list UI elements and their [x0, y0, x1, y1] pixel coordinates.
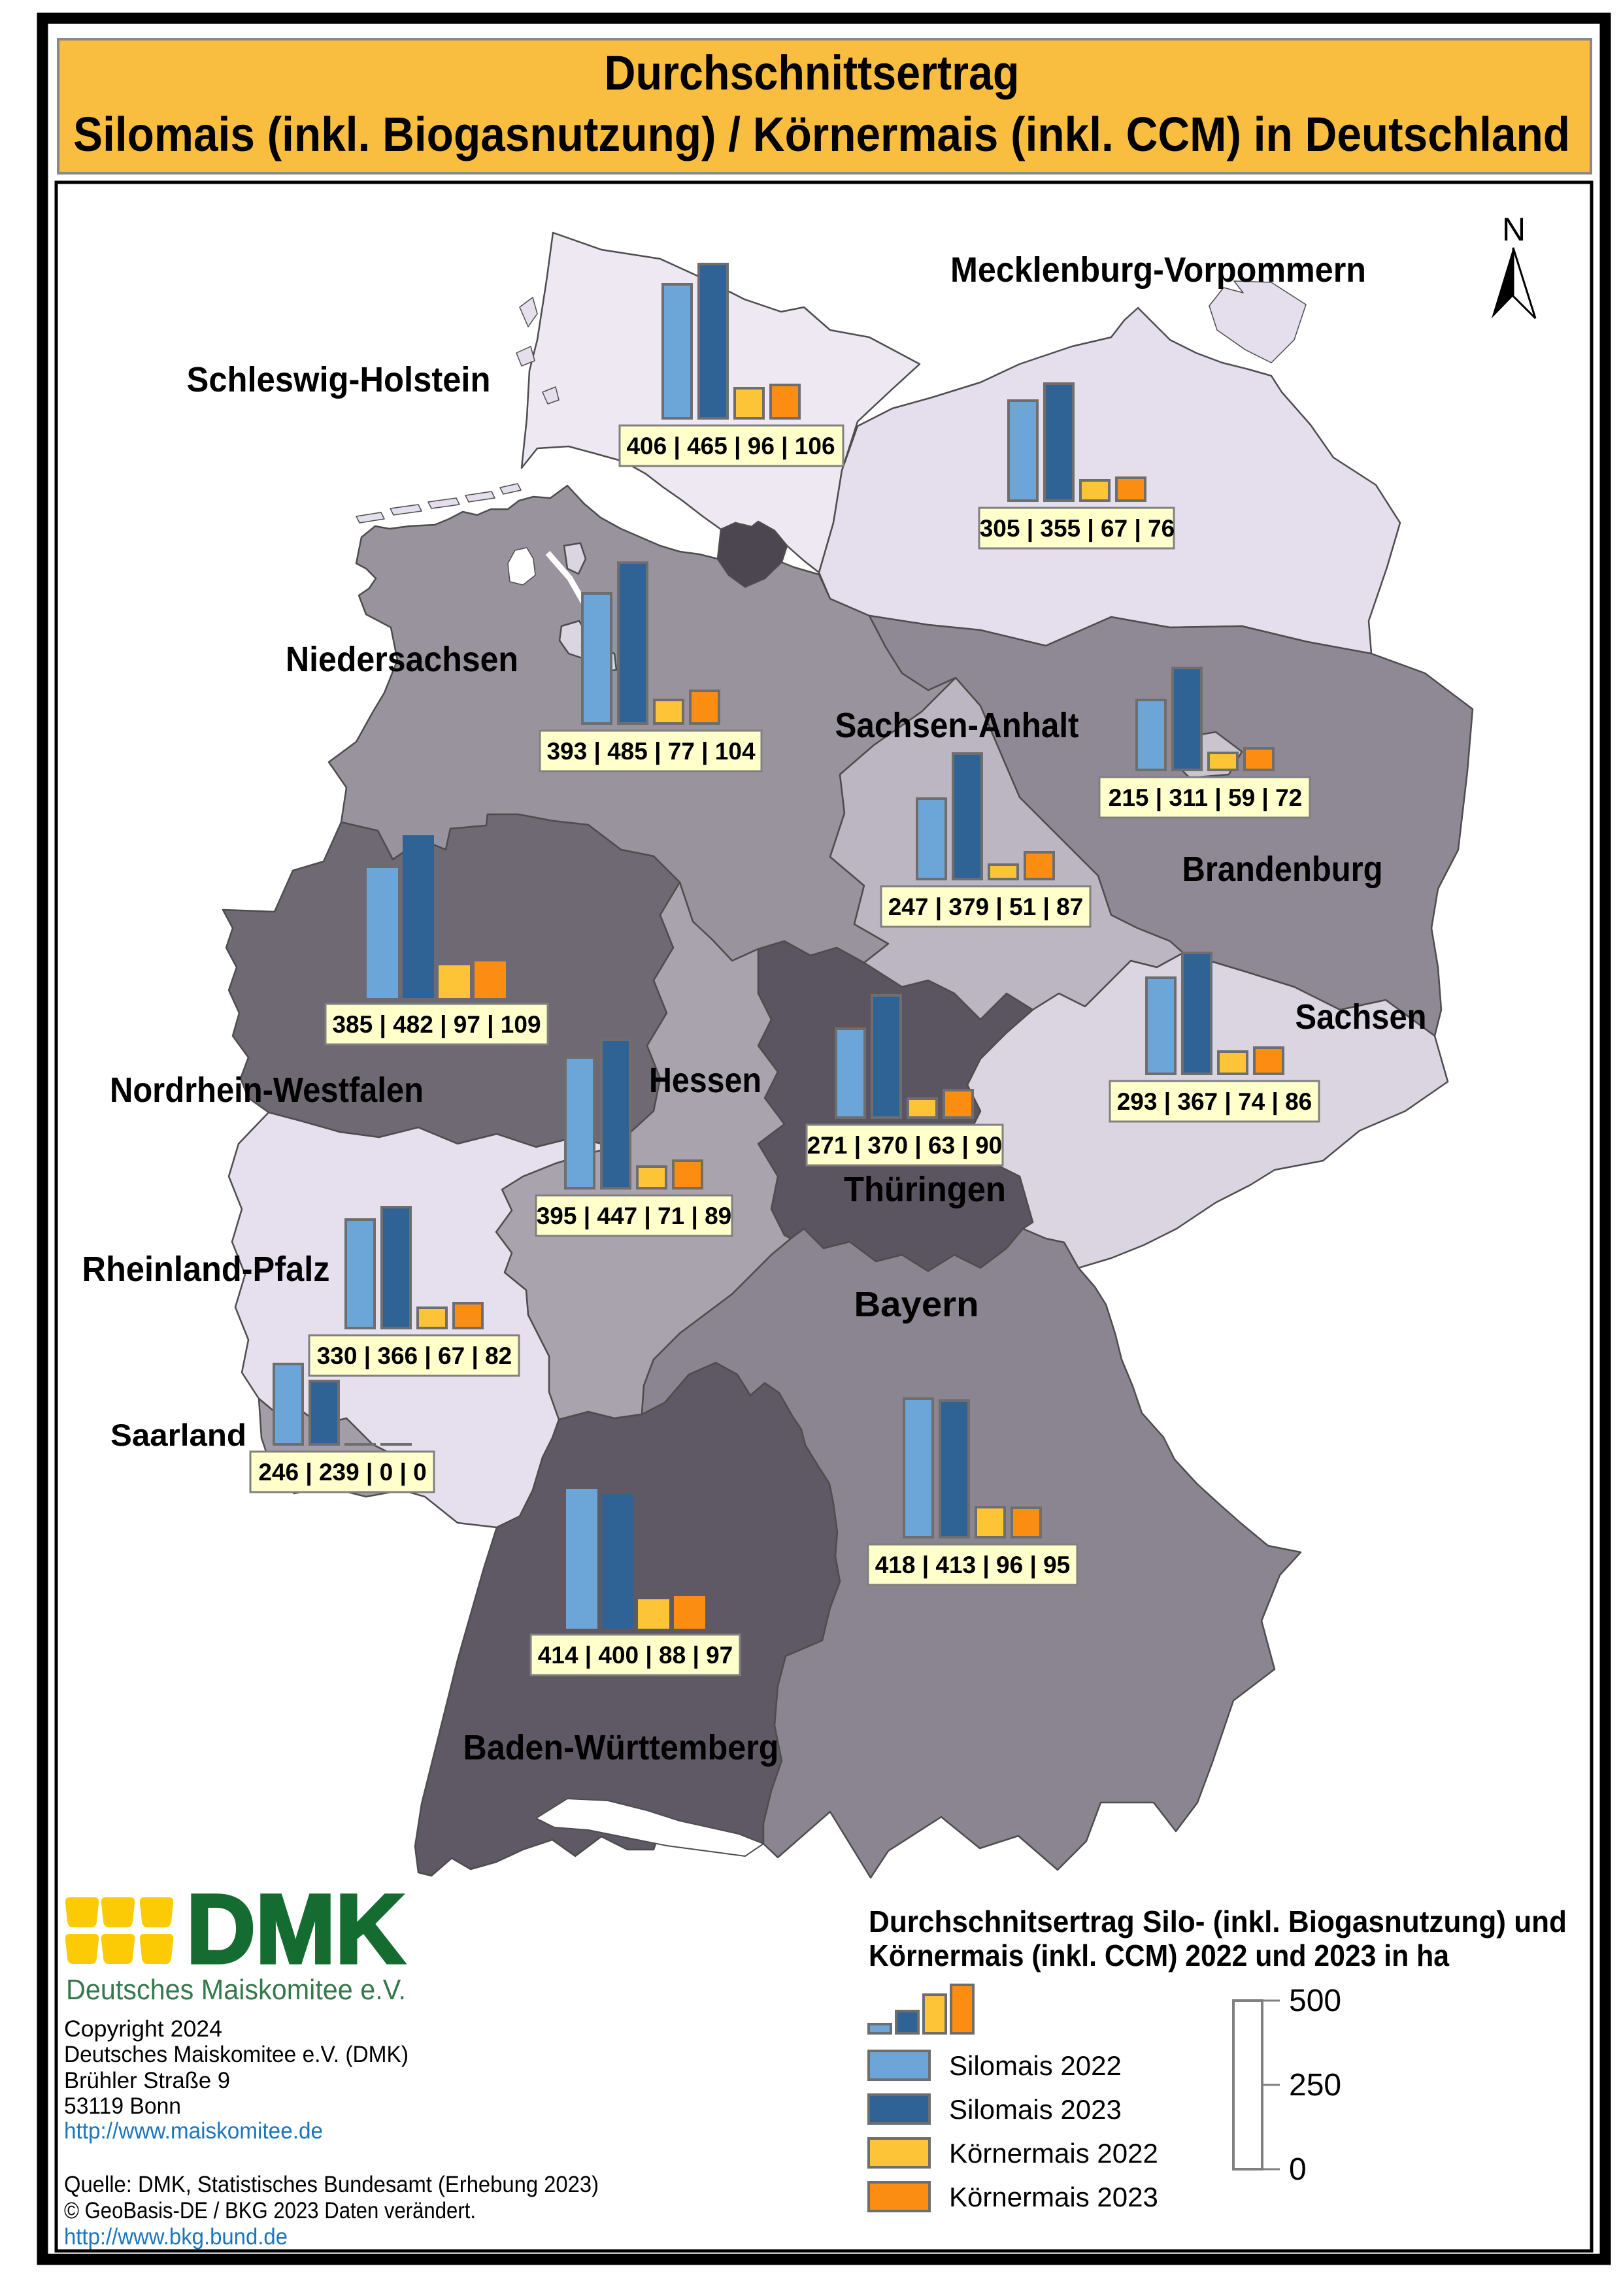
svg-text:Sachsen: Sachsen: [1295, 997, 1427, 1037]
svg-text:406 | 465 | 96 | 106: 406 | 465 | 96 | 106: [626, 433, 835, 460]
svg-text:414 | 400 | 88 | 97: 414 | 400 | 88 | 97: [538, 1642, 733, 1669]
svg-text:Baden-Württemberg: Baden-Württemberg: [463, 1728, 779, 1767]
svg-text:http://www.maiskomitee.de: http://www.maiskomitee.de: [64, 2118, 323, 2144]
svg-text:Silomais 2023: Silomais 2023: [949, 2094, 1122, 2125]
svg-text:418 | 413 | 96 | 95: 418 | 413 | 96 | 95: [875, 1552, 1071, 1579]
svg-text:Saarland: Saarland: [110, 1418, 246, 1452]
svg-text:Silomais 2022: Silomais 2022: [949, 2050, 1122, 2081]
svg-text:305 | 355 | 67 | 76: 305 | 355 | 67 | 76: [980, 515, 1175, 542]
svg-text:Silomais (inkl. Biogasnutzung): Silomais (inkl. Biogasnutzung) / Körnerm…: [73, 107, 1570, 161]
svg-text:Bayern: Bayern: [854, 1285, 979, 1324]
svg-text:247 | 379 | 51 | 87: 247 | 379 | 51 | 87: [888, 893, 1084, 921]
svg-text:500: 500: [1289, 1984, 1341, 2018]
svg-text:395 | 447 | 71 | 89: 395 | 447 | 71 | 89: [537, 1203, 732, 1230]
svg-text:© GeoBasis-DE / BKG 2023 Daten: © GeoBasis-DE / BKG 2023 Daten verändert…: [64, 2198, 476, 2223]
svg-text:293 | 367 | 74 | 86: 293 | 367 | 74 | 86: [1117, 1088, 1312, 1116]
svg-text:Rheinland-Pfalz: Rheinland-Pfalz: [82, 1250, 330, 1289]
svg-text:Quelle: DMK, Statistisches Bun: Quelle: DMK, Statistisches Bundesamt (Er…: [64, 2172, 599, 2197]
svg-text:246 | 239 | 0 | 0: 246 | 239 | 0 | 0: [258, 1459, 426, 1486]
svg-text:Körnermais 2022: Körnermais 2022: [949, 2138, 1158, 2169]
svg-text:Brandenburg: Brandenburg: [1182, 850, 1383, 889]
svg-text:http://www.bkg.bund.de: http://www.bkg.bund.de: [64, 2224, 288, 2250]
svg-text:Niedersachsen: Niedersachsen: [286, 640, 518, 679]
svg-text:330 | 366 | 67 | 82: 330 | 366 | 67 | 82: [317, 1342, 512, 1370]
svg-text:Schleswig-Holstein: Schleswig-Holstein: [187, 360, 491, 399]
svg-text:271 | 370 | 63 | 90: 271 | 370 | 63 | 90: [807, 1132, 1003, 1159]
svg-text:Körnermais (inkl. CCM) 2022 un: Körnermais (inkl. CCM) 2022 und 2023 in …: [869, 1938, 1449, 1972]
svg-text:250: 250: [1289, 2068, 1341, 2103]
svg-text:Durchschnitsertrag Silo- (inkl: Durchschnitsertrag Silo- (inkl. Biogasnu…: [869, 1905, 1567, 1938]
svg-text:385 | 482 | 97 | 109: 385 | 482 | 97 | 109: [332, 1011, 541, 1039]
svg-text:Deutsches Maiskomitee e.V. (DM: Deutsches Maiskomitee e.V. (DMK): [64, 2042, 409, 2067]
svg-text:215 | 311 | 59 | 72: 215 | 311 | 59 | 72: [1109, 784, 1302, 812]
svg-text:Sachsen-Anhalt: Sachsen-Anhalt: [835, 706, 1079, 745]
svg-text:Mecklenburg-Vorpommern: Mecklenburg-Vorpommern: [950, 250, 1366, 290]
svg-text:393 | 485 | 77 | 104: 393 | 485 | 77 | 104: [546, 738, 756, 765]
svg-text:Hessen: Hessen: [649, 1061, 761, 1100]
svg-text:Brühler Straße 9: Brühler Straße 9: [64, 2068, 230, 2093]
svg-text:53119 Bonn: 53119 Bonn: [64, 2093, 181, 2119]
svg-text:Copyright 2024: Copyright 2024: [64, 2016, 222, 2042]
svg-text:Durchschnittsertrag: Durchschnittsertrag: [605, 46, 1020, 100]
svg-text:N: N: [1502, 211, 1526, 248]
svg-text:Nordrhein-Westfalen: Nordrhein-Westfalen: [110, 1071, 424, 1110]
svg-text:0: 0: [1289, 2152, 1307, 2187]
svg-text:Thüringen: Thüringen: [844, 1170, 1006, 1209]
svg-text:DMK: DMK: [186, 1874, 405, 1984]
svg-text:Körnermais 2023: Körnermais 2023: [949, 2182, 1158, 2212]
svg-text:Deutsches Maiskomitee e.V.: Deutsches Maiskomitee e.V.: [66, 1974, 406, 2006]
